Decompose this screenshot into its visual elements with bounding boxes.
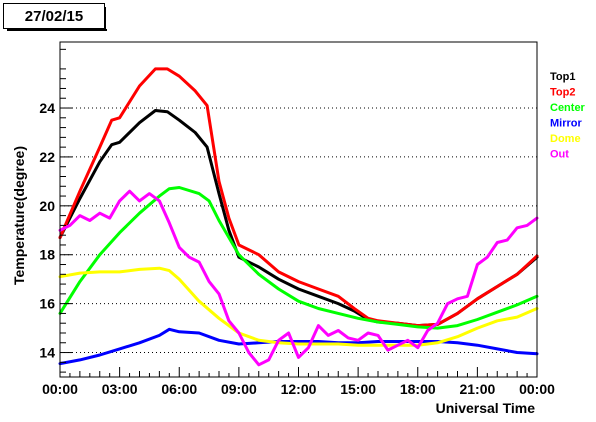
legend-entry-center: Center [550, 102, 586, 114]
x-tick-label: 09:00 [221, 381, 257, 397]
y-axis: 14 16 18 20 22 24 [39, 48, 72, 373]
x-tick-label: 12:00 [281, 381, 317, 397]
series-line-out [58, 189, 539, 367]
legend-entry-mirror: Mirror [550, 118, 583, 130]
x-tick-label: 21:00 [459, 381, 495, 397]
y-tick-label: 14 [39, 345, 55, 361]
x-tick-label: 00:00 [42, 381, 78, 397]
legend-entry-top2: Top2 [550, 87, 575, 99]
x-tick-label: 00:00 [519, 381, 555, 397]
series-line-center [58, 186, 539, 330]
x-tick-label: 03:00 [102, 381, 138, 397]
series-line-dome [58, 266, 539, 347]
y-tick-label: 16 [39, 296, 55, 312]
chart-title: 27/02/15 [24, 7, 84, 25]
y-tick-label: 18 [39, 247, 55, 263]
series-line-top1 [58, 109, 539, 328]
y-tick-label: 20 [39, 198, 55, 214]
grid-lines [60, 107, 537, 354]
x-tick-label: 06:00 [161, 381, 197, 397]
x-tick-label: 18:00 [400, 381, 436, 397]
y-axis-label: Temperature(degree) [11, 146, 27, 285]
y-tick-label: 24 [39, 100, 55, 116]
plot-frame [59, 41, 538, 378]
chart-title-box: 27/02/15 [3, 3, 107, 31]
series-layer [58, 67, 539, 367]
x-axis: 00:00 03:00 06:00 09:00 12:00 15:00 18:00 21:00… [42, 367, 555, 397]
y-tick-label: 22 [39, 149, 55, 165]
legend-entry-out: Out [550, 149, 569, 161]
x-tick-label: 15:00 [340, 381, 376, 397]
legend: Top1 Top2 Center Mirror Dome Out [550, 71, 586, 161]
legend-entry-dome: Dome [550, 133, 581, 145]
series-line-top2 [58, 67, 539, 328]
legend-entry-top1: Top1 [550, 71, 575, 83]
x-axis-label: Universal Time [436, 400, 536, 416]
series-line-mirror [58, 327, 539, 366]
